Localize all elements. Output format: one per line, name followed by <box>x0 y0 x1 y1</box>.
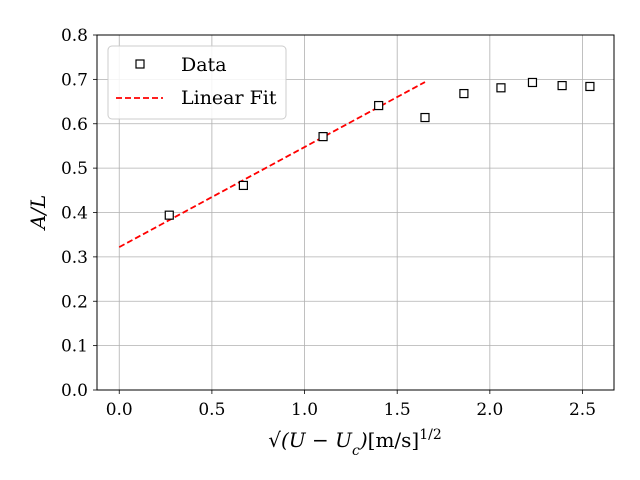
data-point <box>459 88 469 99</box>
y-axis-label: A/L <box>26 195 50 231</box>
x-axis-label: √(U − Uc)[m/s]1/2 <box>268 427 442 459</box>
x-tick-label: 0.5 <box>198 400 225 420</box>
x-tick-label: 0.0 <box>106 400 133 420</box>
data-point <box>557 80 567 91</box>
x-axis-label-part: ) <box>359 428 368 452</box>
legend-marker-data <box>135 59 145 69</box>
data-point <box>420 112 430 123</box>
y-tick-label: 0.4 <box>61 204 88 224</box>
data-point <box>318 132 328 142</box>
legend-label-fit: Linear Fit <box>181 87 277 109</box>
legend: Data Linear Fit <box>107 45 287 120</box>
y-tick-label: 0.1 <box>61 337 88 357</box>
data-markers <box>164 77 595 220</box>
x-tick-label: 1.5 <box>384 400 411 420</box>
x-ticks: 0.0 0.5 1.0 1.5 2.0 2.5 <box>106 390 596 420</box>
x-axis-label-part: c <box>352 443 360 459</box>
y-tick-label: 0.2 <box>61 292 88 312</box>
y-tick-label: 0.0 <box>61 381 88 401</box>
x-tick-label: 1.0 <box>291 400 318 420</box>
data-point <box>496 83 506 93</box>
y-tick-label: 0.5 <box>61 159 88 179</box>
y-tick-label: 0.6 <box>61 115 88 135</box>
data-point <box>374 100 384 111</box>
y-tick-label: 0.8 <box>61 26 88 46</box>
legend-label-data: Data <box>181 54 227 76</box>
x-tick-label: 2.0 <box>476 400 503 420</box>
x-axis-label-part: 1/2 <box>419 427 442 443</box>
legend-box <box>107 45 287 120</box>
data-point <box>585 81 595 92</box>
x-axis-label-part: [m/s] <box>368 428 420 452</box>
x-axis-label-part: √(U − U <box>268 428 353 452</box>
data-point <box>527 77 538 88</box>
data-point <box>238 180 248 191</box>
data-point <box>164 210 174 220</box>
y-ticks: 0.0 0.1 0.2 0.3 0.4 0.5 0.6 0.7 0.8 <box>61 26 97 401</box>
y-tick-label: 0.3 <box>61 248 88 268</box>
x-tick-label: 2.5 <box>569 400 596 420</box>
y-tick-label: 0.7 <box>61 70 88 90</box>
